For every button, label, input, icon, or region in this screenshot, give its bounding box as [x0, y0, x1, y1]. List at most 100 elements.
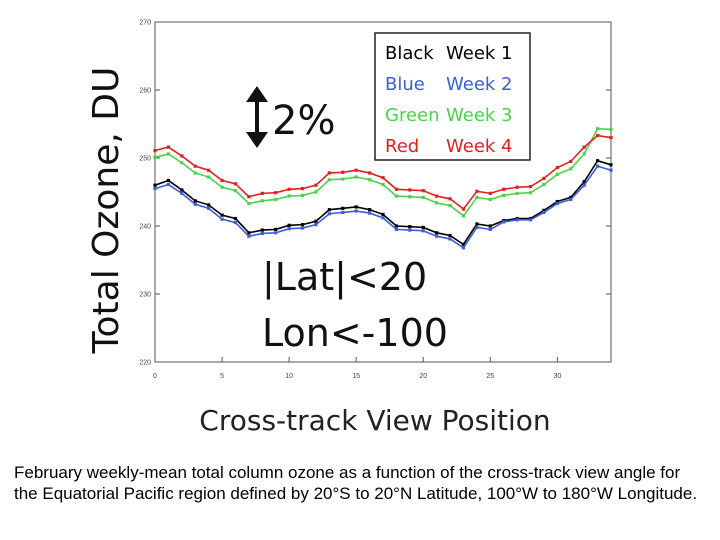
data-point [341, 206, 345, 210]
data-point [555, 201, 559, 206]
data-point [367, 171, 372, 175]
data-point [421, 225, 425, 229]
data-point [502, 220, 506, 224]
data-point [193, 199, 197, 203]
data-point [461, 214, 466, 218]
x-tick-label: 25 [486, 373, 494, 380]
data-point [421, 195, 425, 200]
data-point [448, 233, 452, 238]
data-point [381, 216, 385, 220]
data-point [314, 183, 318, 187]
data-point [260, 191, 264, 195]
data-point [233, 216, 238, 221]
data-point [166, 145, 171, 149]
data-point [435, 201, 439, 205]
data-point [180, 161, 184, 165]
data-point [274, 197, 278, 202]
data-point [381, 176, 385, 180]
data-point [408, 228, 412, 232]
x-tick-label: 10 [285, 373, 293, 380]
legend-entry-color: Green [385, 105, 440, 126]
data-point [314, 190, 318, 194]
data-point [260, 231, 264, 236]
data-point [595, 159, 600, 163]
data-point [207, 175, 211, 179]
data-point [153, 148, 157, 153]
data-point [207, 168, 211, 172]
data-point [435, 194, 439, 198]
data-point [475, 222, 479, 226]
data-point [582, 183, 586, 187]
data-point [354, 205, 358, 209]
data-point [220, 213, 224, 217]
data-point [381, 182, 385, 187]
data-point [180, 191, 184, 195]
double-arrow-icon [246, 86, 268, 148]
data-point [220, 217, 224, 221]
data-point [166, 178, 171, 183]
legend-entry-week: Week 2 [446, 74, 513, 95]
data-point [461, 242, 466, 246]
data-point [555, 172, 559, 176]
legend-entry-week: Week 3 [446, 105, 513, 126]
data-point [488, 197, 492, 202]
data-point [435, 234, 439, 238]
data-point [502, 193, 506, 197]
data-point [193, 202, 197, 206]
data-point [528, 218, 533, 222]
data-point [341, 170, 345, 174]
y-tick-label: 240 [139, 224, 151, 231]
data-point [207, 203, 211, 207]
data-point [408, 195, 412, 199]
data-point [488, 191, 492, 195]
data-point [233, 221, 238, 225]
data-point [461, 207, 466, 211]
data-point [233, 182, 238, 186]
x-tick-label: 5 [220, 373, 224, 380]
y-tick-label: 260 [139, 88, 151, 95]
data-point [354, 209, 358, 213]
data-point [314, 219, 318, 223]
data-point [300, 193, 305, 197]
data-point [609, 127, 613, 132]
data-point [327, 171, 331, 175]
data-point [569, 159, 573, 163]
data-point [247, 231, 251, 235]
data-point [381, 212, 385, 217]
figure-caption: February weekly-mean total column ozone … [14, 463, 698, 503]
data-point [260, 199, 264, 203]
data-point [180, 188, 184, 192]
legend-entry-color: Red [385, 136, 419, 157]
data-point [247, 195, 251, 199]
ozone-line-chart: 220 230 240 250 260 270 0 5 10 15 20 25 30 Total Oz… [86, 20, 613, 437]
data-point [193, 171, 197, 175]
y-tick-label: 250 [139, 156, 151, 163]
data-point [367, 211, 372, 215]
data-point [515, 191, 519, 195]
data-point [367, 208, 372, 212]
x-tick-label: 30 [553, 373, 561, 380]
data-point [542, 208, 546, 212]
data-point [609, 168, 613, 172]
data-point [555, 165, 559, 170]
data-point [274, 191, 278, 195]
data-point [475, 195, 479, 200]
data-point [488, 224, 492, 228]
data-point [448, 237, 452, 241]
data-point [220, 178, 224, 183]
data-point [327, 208, 331, 212]
data-point [448, 197, 452, 201]
data-point [502, 187, 506, 191]
data-point [435, 231, 439, 235]
x-tick-label: 0 [153, 373, 157, 380]
data-point [582, 180, 586, 184]
data-point [274, 231, 278, 235]
data-point [153, 183, 157, 187]
data-point [233, 189, 238, 193]
data-point [314, 223, 318, 227]
data-point [528, 184, 533, 189]
data-point [421, 229, 425, 233]
data-point [475, 225, 479, 229]
data-point [300, 226, 305, 230]
data-point [207, 206, 211, 210]
